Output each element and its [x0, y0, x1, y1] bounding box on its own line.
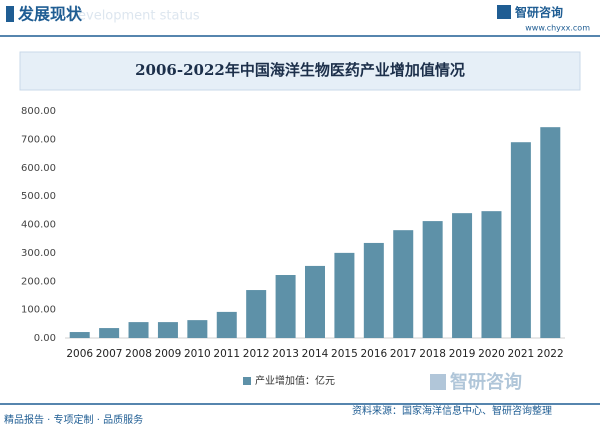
y-tick-label: 0.00	[34, 333, 56, 344]
x-tick-label: 2022	[537, 348, 564, 360]
chart-title: 2006-2022年中国海洋生物医药产业增加值情况	[135, 61, 465, 79]
x-tick-label: 2013	[272, 348, 299, 360]
x-tick-label: 2017	[390, 348, 417, 360]
bar	[305, 265, 325, 338]
y-tick-label: 100.00	[21, 305, 56, 316]
logo-url: www.chyxx.com	[525, 24, 590, 33]
bar	[246, 290, 267, 338]
footer-left: 精品报告 · 专项定制 · 品质服务	[4, 413, 143, 426]
bar	[481, 211, 502, 338]
bar	[363, 242, 384, 338]
x-tick-label: 2007	[96, 348, 123, 360]
header-title: 发展现状	[17, 5, 83, 24]
x-tick-label: 2012	[243, 348, 270, 360]
header-icon	[6, 6, 14, 22]
bar	[393, 230, 414, 338]
x-tick-label: 2015	[331, 348, 358, 360]
bar	[540, 127, 561, 338]
x-tick-label: 2020	[478, 348, 505, 360]
y-tick-label: 200.00	[21, 276, 56, 287]
y-tick-label: 300.00	[21, 248, 56, 259]
x-tick-label: 2009	[155, 348, 182, 360]
bar	[216, 311, 237, 338]
bar	[99, 328, 120, 338]
footer-source: 资料来源：国家海洋信息中心、智研咨询整理	[352, 404, 552, 417]
title-box	[19, 51, 581, 91]
y-tick-label: 600.00	[21, 163, 56, 174]
x-tick-label: 2018	[419, 348, 446, 360]
bar	[510, 142, 531, 338]
logo-text: 智研咨询	[514, 5, 563, 20]
legend-swatch	[243, 377, 251, 385]
bar	[334, 252, 355, 338]
bar	[452, 213, 473, 338]
x-tick-label: 2010	[184, 348, 211, 360]
bar	[422, 221, 443, 338]
x-tick-label: 2016	[360, 348, 387, 360]
logo-icon	[497, 5, 511, 19]
bar	[275, 275, 296, 338]
bar	[69, 332, 90, 338]
x-tick-label: 2014	[302, 348, 329, 360]
bar	[128, 322, 149, 338]
footer-logo-icon	[430, 374, 446, 390]
y-tick-label: 800.00	[21, 106, 56, 117]
bar	[157, 322, 178, 338]
x-tick-label: 2006	[66, 348, 93, 360]
x-tick-label: 2019	[449, 348, 476, 360]
x-tick-label: 2011	[213, 348, 240, 360]
y-tick-label: 700.00	[21, 134, 56, 145]
y-tick-label: 400.00	[21, 220, 56, 231]
x-tick-label: 2008	[125, 348, 152, 360]
bar	[187, 320, 208, 338]
header-subtitle: Development status	[68, 9, 200, 24]
legend-label: 产业增加值：亿元	[255, 374, 335, 387]
y-tick-label: 500.00	[21, 191, 56, 202]
footer-logo: 智研咨询	[450, 371, 522, 393]
x-tick-label: 2021	[508, 348, 535, 360]
